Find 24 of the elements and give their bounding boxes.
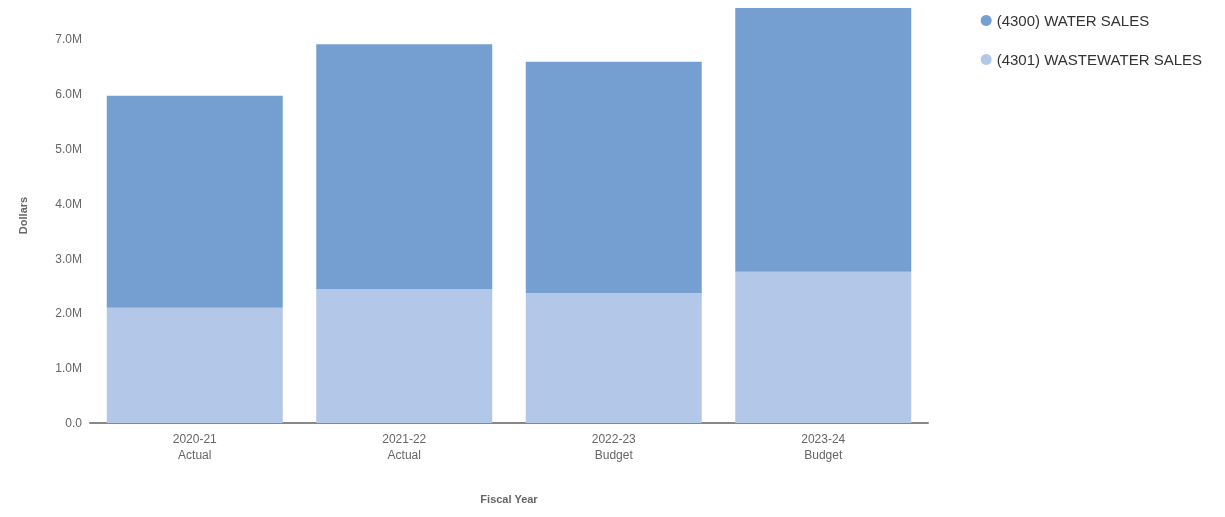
bar (735, 8, 912, 272)
x-tick-label: 2022-23 Budget (591, 432, 637, 462)
y-tick-label: 0.0 (65, 416, 83, 430)
y-tick-label: 4.0M (55, 196, 82, 211)
bar (106, 95, 283, 308)
legend-label: (4301) WASTEWATER SALES (996, 51, 1202, 68)
legend-label: (4300) WATER SALES (996, 12, 1150, 29)
x-tick-label: 2023-24 Budget (801, 432, 846, 462)
bar (525, 293, 702, 423)
y-tick-label: 2.0M (55, 306, 82, 321)
x-tick-label: 2020-21 Actual (172, 432, 218, 462)
bar (316, 289, 493, 423)
y-tick-label: 6.0M (55, 87, 82, 102)
bar (735, 271, 912, 423)
y-tick-label: 1.0M (55, 361, 82, 376)
bar (525, 61, 702, 294)
y-tick-label: 7.0M (55, 32, 82, 47)
bar (316, 44, 493, 290)
x-axis-title: Fiscal Year (480, 492, 539, 505)
bar (106, 307, 283, 423)
y-axis-title: Dollars (16, 196, 29, 235)
x-tick-label: 2021-22 Actual (382, 432, 427, 462)
y-tick-label: 5.0M (55, 141, 82, 156)
y-tick-label: 3.0M (55, 251, 82, 266)
